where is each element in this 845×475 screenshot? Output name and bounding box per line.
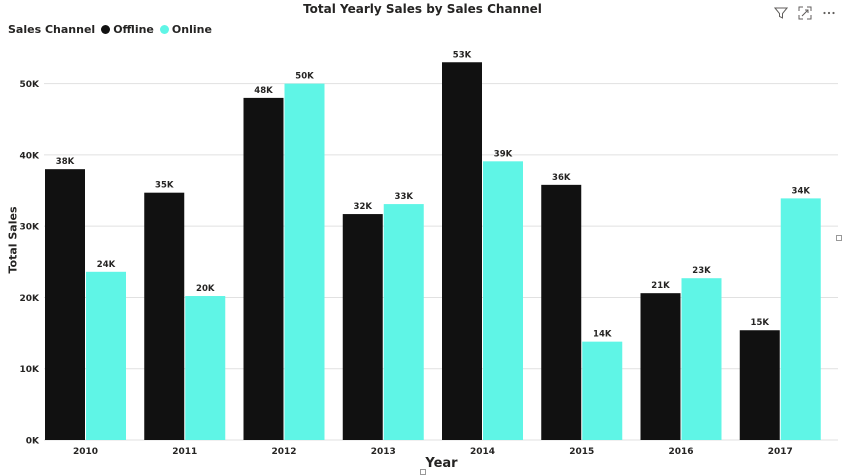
y-tick-label: 10K [20,365,41,375]
x-tick-label: 2015 [569,447,594,457]
bar-offline-2017[interactable] [739,330,780,440]
legend-item-offline[interactable]: Offline [101,23,154,36]
legend-title: Sales Channel [8,23,96,36]
data-label-online-2014: 39K [494,149,513,159]
resize-handle-bottom[interactable] [420,469,426,475]
bar-offline-2015[interactable] [541,184,582,440]
y-tick-label: 40K [20,151,41,161]
data-label-offline-2017: 15K [751,318,770,328]
bar-offline-2011[interactable] [144,192,185,440]
data-label-online-2010: 24K [97,260,116,270]
data-label-offline-2015: 36K [552,173,571,183]
x-tick-label: 2011 [172,447,197,457]
focus-mode-icon[interactable] [795,3,815,23]
bar-online-2012[interactable] [284,83,325,441]
x-tick-label: 2016 [668,447,693,457]
y-tick-label: 0K [26,437,40,447]
legend-swatch-online [159,25,169,34]
bar-online-2016[interactable] [681,278,722,440]
data-label-online-2016: 23K [692,266,711,276]
bar-online-2013[interactable] [383,204,424,440]
bar-offline-2010[interactable] [45,169,85,440]
data-label-online-2017: 34K [792,186,811,196]
visual-header-icons [771,3,839,23]
bar-offline-2014[interactable] [442,62,482,440]
bar-offline-2013[interactable] [342,214,383,440]
bar-online-2015[interactable] [582,341,623,440]
x-tick-label: 2010 [73,447,98,457]
data-label-offline-2016: 21K [651,281,670,291]
legend: Sales Channel Offline Online [8,23,212,36]
data-label-online-2015: 14K [593,330,612,340]
legend-label-offline: Offline [113,23,154,36]
more-options-icon[interactable] [819,3,839,23]
filter-icon[interactable] [771,3,791,23]
data-label-offline-2013: 32K [354,202,373,212]
bar-offline-2012[interactable] [243,97,284,441]
data-label-online-2011: 20K [196,284,215,294]
bar-online-2014[interactable] [483,161,523,440]
legend-item-online[interactable]: Online [159,23,212,36]
data-label-offline-2014: 53K [453,50,472,60]
y-tick-label: 50K [20,80,41,90]
y-tick-label: 30K [20,223,41,233]
legend-label-online: Online [171,23,212,36]
data-label-online-2013: 33K [395,192,414,202]
data-label-online-2012: 50K [295,72,314,82]
y-tick-label: 20K [20,294,41,304]
x-tick-label: 2017 [768,447,793,457]
x-tick-label: 2012 [271,447,296,457]
x-tick-label: 2014 [470,447,495,457]
data-label-offline-2012: 48K [254,86,273,96]
bar-offline-2016[interactable] [640,293,681,440]
data-label-offline-2010: 38K [56,157,75,167]
bar-online-2017[interactable] [780,198,821,440]
bar-online-2011[interactable] [185,296,226,440]
data-label-offline-2011: 35K [155,181,174,191]
x-axis-title: Year [425,456,458,471]
resize-handle-right[interactable] [836,235,842,241]
bar-online-2010[interactable] [86,271,126,440]
chart-title: Total Yearly Sales by Sales Channel [303,2,542,16]
x-tick-label: 2013 [371,447,396,457]
legend-swatch-offline [101,25,111,34]
